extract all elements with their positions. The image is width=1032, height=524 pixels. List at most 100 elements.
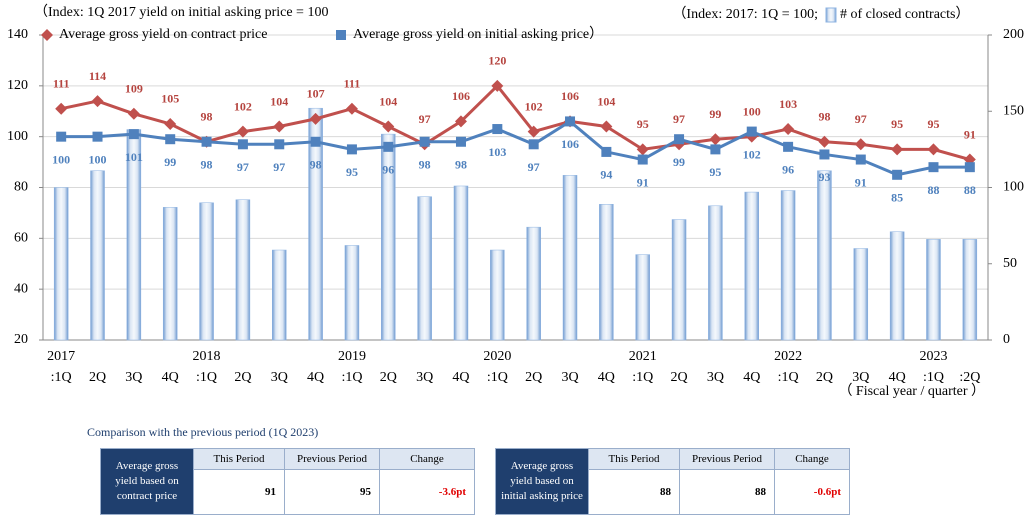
x-tick-label: 4Q: [743, 370, 760, 385]
data-label: 102: [743, 147, 761, 161]
data-label: 109: [125, 82, 143, 96]
data-label: 99: [673, 155, 685, 169]
x-tick-label: :1Q: [341, 370, 362, 385]
col-header: Change: [774, 448, 850, 470]
marker: [164, 117, 177, 130]
x-tick-label: :1Q: [632, 370, 653, 385]
bar: [53, 187, 69, 341]
cell: 91: [193, 469, 285, 515]
y2-tick-label: 50: [1003, 256, 1017, 271]
x-tick-label: 3Q: [852, 370, 869, 385]
y2-tick-label: 200: [1003, 27, 1024, 42]
marker: [528, 139, 539, 150]
bar: [562, 175, 578, 341]
x-tick-label: 2Q: [89, 370, 106, 385]
x-tick-label: 2Q: [670, 370, 687, 385]
data-label: 106: [452, 89, 470, 103]
marker: [636, 143, 649, 156]
marker: [201, 136, 212, 147]
data-label: 95: [637, 117, 649, 131]
x-tick-label: 4Q: [889, 370, 906, 385]
x-tick-label: :2Q: [959, 370, 980, 385]
bar: [235, 199, 251, 341]
marker: [127, 107, 140, 120]
cell: 88: [588, 469, 680, 515]
x-tick-label: 3Q: [707, 370, 724, 385]
data-label: 98: [201, 158, 213, 172]
data-label: 98: [201, 110, 213, 124]
marker: [710, 144, 721, 155]
x-tick-label: 3Q: [125, 370, 142, 385]
x-tick-label: :1Q: [923, 370, 944, 385]
marker: [891, 143, 904, 156]
data-label: 101: [125, 150, 143, 164]
comparison-caption: Comparison with the previous period (1Q …: [87, 425, 319, 439]
y2-tick-label: 100: [1003, 180, 1024, 195]
y-tick-label: 100: [7, 129, 28, 144]
marker: [56, 131, 67, 142]
marker: [927, 143, 940, 156]
x-tick-label: :1Q: [51, 370, 72, 385]
data-label: 105: [161, 92, 179, 106]
data-label: 102: [234, 99, 252, 113]
marker: [455, 136, 466, 147]
marker: [819, 149, 830, 160]
bar: [308, 107, 323, 341]
marker: [855, 154, 866, 165]
x-axis-label: （ Fiscal year / quarter ）: [838, 383, 985, 399]
bar: [926, 239, 941, 341]
marker: [346, 144, 357, 155]
bar: [744, 191, 759, 341]
marker: [165, 134, 176, 145]
legend-label: Average gross yield on initial asking pr…: [353, 26, 603, 42]
data-label: 111: [344, 76, 361, 90]
data-label: 88: [927, 183, 939, 197]
data-label: 95: [709, 165, 721, 179]
data-label: 95: [927, 117, 939, 131]
y-tick-label: 60: [14, 231, 28, 246]
data-label: 99: [709, 107, 721, 121]
marker: [91, 95, 104, 108]
data-label: 96: [782, 163, 794, 177]
marker: [237, 139, 248, 150]
bar: [962, 239, 978, 341]
bar: [635, 254, 650, 341]
marker: [892, 169, 903, 180]
year-label: 2018: [193, 349, 221, 364]
x-tick-label: :1Q: [196, 370, 217, 385]
y2-tick-label: 150: [1003, 103, 1024, 118]
data-label: 100: [89, 152, 107, 166]
cell: -0.6pt: [774, 469, 850, 515]
col-header: Previous Period: [679, 448, 775, 470]
y-tick-label: 80: [14, 180, 28, 195]
marker: [382, 120, 395, 133]
bar: [889, 231, 905, 341]
x-tick-label: 4Q: [452, 370, 469, 385]
comparison-table: Average gross yield based on initial ask…: [495, 448, 850, 515]
bar: [381, 133, 396, 341]
line: [61, 119, 970, 177]
marker: [273, 120, 286, 133]
data-label: 104: [597, 94, 615, 108]
data-label: 102: [525, 99, 543, 113]
data-label: 104: [270, 94, 288, 108]
y-tick-label: 40: [14, 281, 28, 296]
marker: [565, 116, 576, 127]
data-label: 97: [237, 160, 249, 174]
marker: [345, 102, 358, 115]
line: [60, 83, 971, 161]
x-tick-label: 2Q: [234, 370, 251, 385]
marker: [419, 136, 430, 147]
marker: [709, 133, 722, 146]
year-label: 2017: [47, 349, 75, 364]
marker: [274, 139, 285, 150]
year-label: 2023: [919, 349, 947, 364]
data-label: 106: [561, 89, 579, 103]
bar: [272, 249, 287, 341]
data-label: 107: [307, 87, 325, 101]
x-tick-label: 4Q: [162, 370, 179, 385]
marker: [309, 112, 322, 125]
data-label: 97: [419, 112, 431, 126]
marker: [383, 141, 394, 152]
data-label: 106: [561, 137, 579, 151]
